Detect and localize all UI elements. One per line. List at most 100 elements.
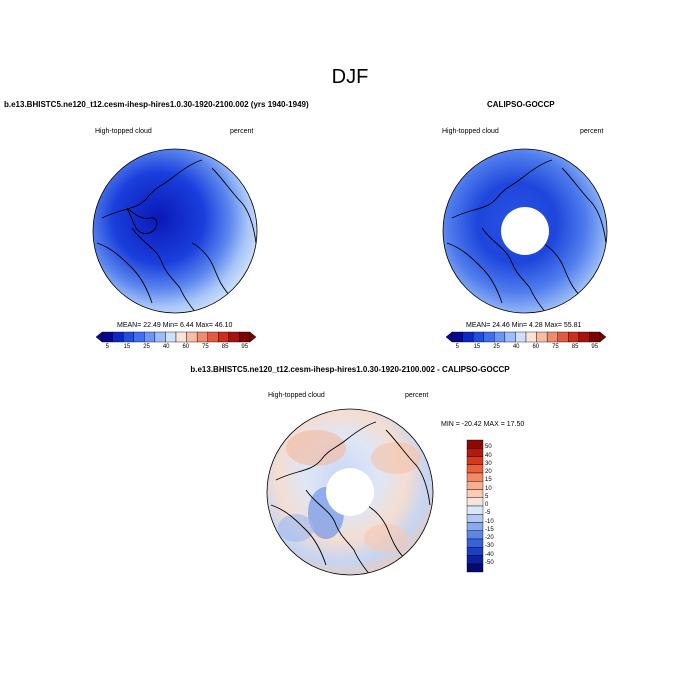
panel-1-colorbar-tick-label: 5	[105, 344, 109, 350]
panel-3-polar-map	[266, 408, 434, 576]
panel-1-colorbar-tick-label: 75	[202, 344, 209, 350]
panel-3-colorbar-swatch	[466, 563, 484, 573]
panel-1-colorbar-swatch	[133, 331, 145, 343]
panel-2-colorbar-swatch	[568, 331, 580, 343]
panel-3-missing-data-hole	[326, 468, 374, 516]
panel-1-units-label: percent	[230, 128, 254, 135]
panel-2-coastline	[561, 167, 607, 244]
panel-3-colorbar-tick-label: -40	[485, 551, 494, 558]
panel-2-colorbar-high-arrow	[599, 331, 607, 343]
panel-1-colorbar-tick-label: 85	[221, 344, 229, 350]
panel-2-colorbar-swatch	[525, 331, 537, 343]
panel-3-colorbar-labels: 50 40 30 20 15 10 5 0 -5 -10 -15 -20 -30 -40 -50	[467, 440, 507, 572]
panel-1-colorbar-tick-label: 15	[123, 344, 131, 350]
panel-3-coastline	[305, 489, 371, 575]
panel-2-colorbar-swatch	[589, 331, 601, 343]
panel-2-coastline	[481, 227, 547, 313]
panel-2-colorbar-swatch	[472, 331, 484, 343]
panel-2-coastline	[541, 242, 583, 299]
panel-3-colorbar-tick-label: -5	[485, 510, 491, 517]
panel-1-colorbar-swatch	[175, 331, 187, 343]
panel-1-coastline	[96, 242, 153, 304]
panel-3-units-label: percent	[405, 392, 429, 399]
panel-3-colorbar-tick-label: 5	[485, 493, 489, 500]
panel-1-map-border	[92, 148, 258, 314]
panel-1-colorbar-labels: 5 15 25 40 60 75 85 95	[96, 344, 256, 354]
panel-1-colorbar-tick-label: 40	[162, 344, 170, 350]
panel-2-colorbar-tick-label: 95	[591, 344, 599, 350]
panel-1-colorbar-high-arrow	[249, 331, 257, 343]
panel-3-colorbar-tick-label: 0	[485, 502, 489, 508]
panel-2-colorbar-swatch	[483, 331, 495, 343]
panel-2-colorbar-tick-label: 85	[571, 344, 579, 350]
panel-3-colorbar-tick-label: 15	[485, 477, 492, 484]
panel-3-stats: MIN = -20.42 MAX = 17.50	[441, 421, 525, 428]
panel-1-colorbar-tick-label: 95	[241, 344, 249, 350]
panel-1-colorbar-swatch	[228, 331, 240, 343]
panel-2-colorbar-swatch	[451, 331, 463, 343]
panel-2-colorbar-swatch	[546, 331, 558, 343]
panel-2-colorbar-tick-label: 75	[552, 344, 559, 350]
panel-2-colorbar-swatch	[557, 331, 569, 343]
panel-3-colorbar-tick-label: 10	[485, 485, 492, 492]
panel-2-colorbar	[445, 331, 607, 343]
panel-1-colorbar-swatch	[154, 331, 166, 343]
panel-1-coastline	[211, 167, 257, 244]
panel-3-positive-anomaly	[371, 442, 421, 474]
panel-2-colorbar-tick-label: 5	[455, 344, 459, 350]
panel-1-coastline	[191, 242, 233, 299]
panel-3-positive-anomaly	[364, 524, 408, 552]
panel-2-colorbar-tick-label: 40	[512, 344, 520, 350]
panel-2-colorbar-swatch	[494, 331, 506, 343]
panel-1-colorbar-swatch	[218, 331, 230, 343]
panel-3-colorbar	[466, 439, 484, 573]
panel-1-stats: MEAN= 22.49 Min= 6.44 Max= 46.10	[117, 322, 233, 329]
panel-2-colorbar-tick-label: 25	[493, 344, 500, 350]
panel-3-map-border	[266, 408, 434, 576]
panel-1-colorbar-swatch	[112, 331, 124, 343]
panel-3-colorbar-tick-label: -15	[485, 526, 494, 533]
panel-2-coastline	[446, 242, 503, 304]
panel-3-colorbar-tick-label: 30	[485, 460, 492, 467]
panel-3-colorbar-tick-label: -10	[485, 518, 494, 525]
panel-2-colorbar-swatch	[515, 331, 527, 343]
panel-1-variable-label: High-topped cloud	[95, 128, 152, 135]
panel-1-title: b.e13.BHISTC5.ne120_t12.cesm-ihesp-hires…	[4, 100, 309, 109]
panel-1-colorbar-tick-label: 60	[182, 344, 190, 350]
page-title: DJF	[331, 66, 369, 88]
panel-3-colorbar-tick-label: -30	[485, 543, 494, 550]
panel-3-negative-anomaly	[278, 514, 314, 542]
panel-3-colorbar-tick-label: -50	[485, 559, 494, 566]
panel-3-variable-label: High-topped cloud	[268, 392, 325, 399]
panel-2-colorbar-tick-label: 60	[532, 344, 540, 350]
panel-3-colorbar-tick-label: 20	[485, 469, 492, 475]
panel-1-colorbar-swatch	[101, 331, 113, 343]
panel-2-colorbar-swatch	[578, 331, 590, 343]
panel-1-colorbar-tick-label: 25	[143, 344, 150, 350]
panel-1-colorbar-swatch	[144, 331, 156, 343]
panel-3-coastline	[275, 421, 377, 481]
panel-3-colorbar-tick-label: 50	[485, 444, 492, 451]
panel-2-variable-label: High-topped cloud	[442, 128, 499, 135]
panel-1-map-disc	[93, 149, 257, 313]
panel-3-coastline	[385, 429, 431, 506]
panel-3-colorbar-tick-label: -20	[485, 535, 494, 541]
panel-3-positive-anomaly	[286, 430, 346, 466]
panel-3-coastline	[270, 504, 327, 566]
panel-2-stats: MEAN= 24.46 Min= 4.28 Max= 55.81	[466, 322, 582, 329]
panel-1-colorbar-swatch	[207, 331, 219, 343]
panel-2-map-border	[442, 148, 608, 314]
panel-3-coastline	[365, 504, 407, 561]
panel-1-colorbar-swatch	[122, 331, 134, 343]
panel-1-colorbar-swatch	[239, 331, 251, 343]
panel-2-colorbar-tick-label: 15	[473, 344, 481, 350]
panel-2-units-label: percent	[580, 128, 604, 135]
panel-2-colorbar-labels: 5 15 25 40 60 75 85 95	[446, 344, 606, 354]
panel-2-colorbar-swatch	[462, 331, 474, 343]
panel-2-colorbar-swatch	[536, 331, 548, 343]
panel-1-polar-map	[92, 148, 258, 314]
panel-1-colorbar-swatch	[165, 331, 177, 343]
panel-1-colorbar-swatch	[196, 331, 208, 343]
panel-3-title: b.e13.BHISTC5.ne120_t12.cesm-ihesp-hires…	[190, 365, 510, 374]
panel-2-colorbar-low-arrow	[445, 331, 453, 343]
